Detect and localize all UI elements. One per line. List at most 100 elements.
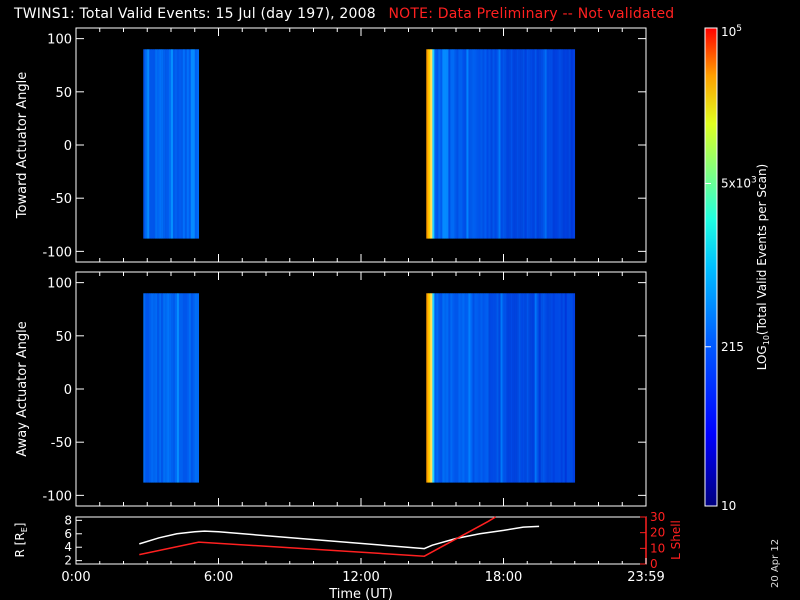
- heatmap-cell: [167, 49, 170, 239]
- heatmap-cell: [147, 49, 150, 239]
- heatmap-cell: [470, 293, 473, 483]
- heatmap-cell: [194, 293, 198, 483]
- heatmap-cell: [500, 49, 503, 239]
- heatmap-cell: [568, 293, 572, 483]
- heatmap-cell: [524, 293, 527, 483]
- heatmap-cell: [143, 49, 146, 239]
- r-tick-label: 8: [64, 513, 72, 527]
- heatmap-cell: [186, 293, 190, 483]
- heatmap-cell: [155, 49, 158, 239]
- y-tick-label: -100: [42, 489, 72, 504]
- heatmap-cell: [564, 293, 568, 483]
- heatmap-cell: [157, 293, 160, 483]
- heatmap-cell: [143, 293, 146, 483]
- time-tick-label: 18:00: [485, 570, 522, 585]
- heatmap-cell: [480, 293, 483, 483]
- heatmap-cell: [145, 293, 148, 483]
- heatmap-cell: [512, 293, 515, 483]
- heatmap-cell: [506, 293, 509, 483]
- lshell-axis-label: L Shell: [669, 520, 683, 560]
- heatmap-cell: [518, 49, 521, 239]
- heatmap-cell: [530, 293, 533, 483]
- heatmap-cell: [450, 293, 453, 483]
- y-tick-label: 50: [55, 86, 72, 101]
- heatmap-cell: [522, 49, 525, 239]
- heatmap-cell: [430, 293, 433, 483]
- heatmap-cell: [488, 49, 491, 239]
- heatmap-cell: [464, 293, 467, 483]
- heatmap-cell: [426, 49, 429, 239]
- chart-title: TWINS1: Total Valid Events: 15 Jul (day …: [14, 6, 674, 22]
- heatmap-cell: [456, 293, 459, 483]
- heatmap-cell: [176, 49, 180, 239]
- heatmap-cell: [508, 49, 511, 239]
- heatmap-cell: [190, 49, 194, 239]
- heatmap-cell: [466, 49, 469, 239]
- heatmap-cell: [480, 49, 483, 239]
- heatmap-cell: [508, 293, 511, 483]
- heatmap-cell: [182, 49, 186, 239]
- heatmap-cell: [540, 293, 543, 483]
- heatmap-cell: [528, 49, 531, 239]
- heatmap-cell: [153, 293, 156, 483]
- heatmap-cell: [438, 293, 441, 483]
- heatmap-cell: [556, 293, 560, 483]
- heatmap-cell: [147, 293, 150, 483]
- heatmap-cell: [434, 49, 437, 239]
- heatmap-cell: [174, 49, 178, 239]
- heatmap-cell: [556, 49, 560, 239]
- heatmap-cell: [145, 49, 148, 239]
- colorbar-tick-label: 215: [721, 340, 744, 354]
- heatmap-cell: [474, 293, 477, 483]
- heatmap-cell: [570, 293, 574, 483]
- heatmap-cell: [498, 293, 501, 483]
- heatmap-cell: [490, 49, 493, 239]
- date-stamp: 20 Apr 12: [770, 538, 781, 588]
- title-text: TWINS1: Total Valid Events: 15 Jul (day …: [14, 6, 376, 22]
- heatmap-cell: [504, 293, 507, 483]
- heatmap-cell: [188, 293, 192, 483]
- heatmap-cell: [466, 293, 469, 483]
- heatmap-cell: [516, 293, 519, 483]
- heatmap-cell: [454, 293, 457, 483]
- heatmap-cell: [460, 49, 463, 239]
- colorbar-label: LOG10(Total Valid Events per Scan): [755, 164, 771, 371]
- colorbar-tick-label: 105: [721, 24, 742, 39]
- heatmap-cell: [528, 293, 531, 483]
- time-tick-label: 0:00: [61, 570, 90, 585]
- heatmap-cell: [460, 293, 463, 483]
- heatmap-cell: [572, 293, 576, 483]
- heatmap-cell: [538, 49, 541, 239]
- lshell-series-line: [139, 516, 496, 557]
- heatmap-cell: [532, 49, 535, 239]
- heatmap-cell: [534, 293, 537, 483]
- lshell-tick-label: 0: [650, 557, 658, 571]
- heatmap-cell: [488, 293, 491, 483]
- heatmap-cell: [544, 49, 547, 239]
- heatmap-cell: [452, 293, 455, 483]
- heatmap-cell: [548, 49, 551, 239]
- heatmap-cell: [163, 49, 166, 239]
- preliminary-note: NOTE: Data Preliminary -- Not validated: [388, 6, 675, 22]
- heatmap-cell: [428, 293, 431, 483]
- heatmap-cell: [442, 293, 445, 483]
- heatmap-cell: [510, 49, 513, 239]
- heatmap-cell: [149, 293, 152, 483]
- heatmap-cell: [468, 49, 471, 239]
- heatmap-cell: [149, 49, 152, 239]
- heatmap-cell: [456, 49, 459, 239]
- heatmap-cell: [534, 49, 537, 239]
- heatmap-cell: [500, 293, 503, 483]
- heatmap-cell: [554, 293, 557, 483]
- y-tick-label: -100: [42, 245, 72, 260]
- heatmap-cell: [568, 49, 572, 239]
- heatmap-cell: [165, 49, 168, 239]
- heatmap-cell: [157, 49, 160, 239]
- heatmap-cell: [536, 293, 539, 483]
- heatmap-cell: [492, 49, 495, 239]
- heatmap-cell: [192, 49, 196, 239]
- lshell-tick-label: 10: [650, 541, 665, 555]
